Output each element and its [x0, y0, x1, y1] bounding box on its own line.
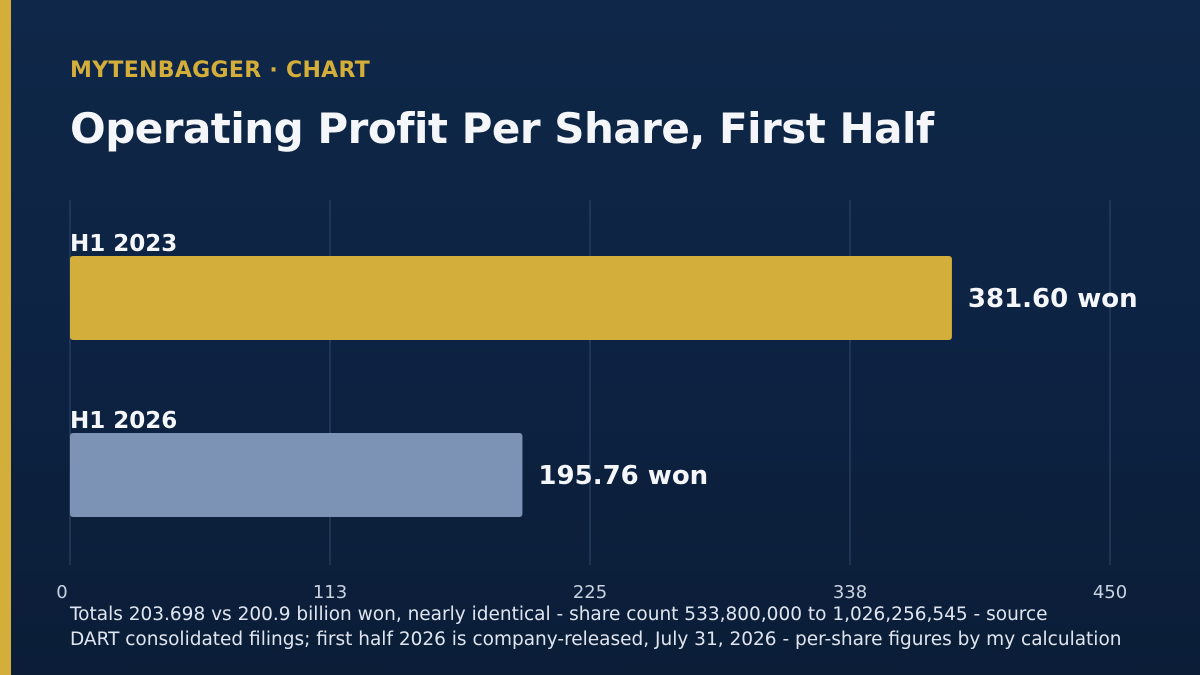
x-tick-label: 450	[1093, 582, 1127, 603]
kicker-label: MYTENBAGGER · CHART	[70, 58, 371, 83]
footnote: Totals 203.698 vs 200.9 billion won, nea…	[70, 602, 1170, 652]
category-label: H1 2026	[70, 408, 177, 434]
x-tick-label: 225	[573, 582, 607, 603]
x-tick-label: 113	[313, 582, 347, 603]
x-tick-label: 0	[56, 582, 67, 603]
footnote-line-2: DART consolidated filings; first half 20…	[70, 629, 1122, 650]
category-label: H1 2023	[70, 231, 177, 257]
bar	[70, 256, 952, 340]
footnote-line-1: Totals 203.698 vs 200.9 billion won, nea…	[70, 604, 1048, 625]
chart-title: Operating Profit Per Share, First Half	[70, 104, 934, 153]
x-tick-label: 338	[833, 582, 867, 603]
bar	[70, 433, 523, 517]
data-label: 195.76 won	[538, 461, 708, 491]
accent-bar	[0, 0, 11, 675]
data-label: 381.60 won	[968, 284, 1138, 314]
